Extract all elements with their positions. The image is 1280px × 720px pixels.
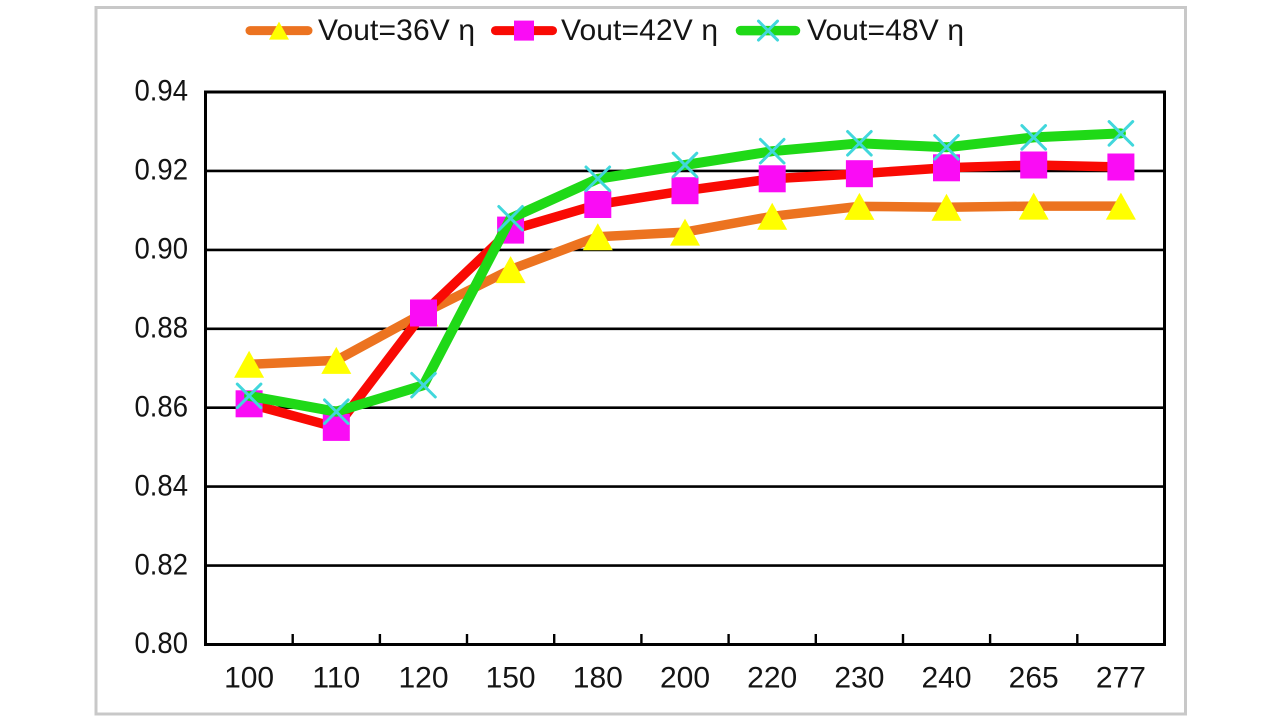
svg-text:180: 180: [573, 662, 623, 695]
svg-text:265: 265: [1009, 662, 1059, 695]
svg-text:240: 240: [921, 662, 971, 695]
svg-text:110: 110: [312, 662, 360, 695]
svg-text:277: 277: [1096, 662, 1146, 695]
svg-text:200: 200: [660, 662, 710, 695]
svg-text:0.88: 0.88: [135, 312, 189, 345]
svg-text:0.86: 0.86: [135, 390, 189, 423]
svg-text:0.92: 0.92: [135, 154, 189, 187]
svg-text:0.82: 0.82: [135, 548, 189, 581]
svg-text:Vout=36V η: Vout=36V η: [318, 14, 475, 47]
svg-text:220: 220: [747, 662, 797, 695]
svg-text:0.84: 0.84: [135, 469, 189, 502]
svg-text:150: 150: [486, 662, 536, 695]
svg-text:230: 230: [834, 662, 884, 695]
svg-text:0.80: 0.80: [135, 627, 189, 660]
svg-text:Vout=42V η: Vout=42V η: [561, 14, 718, 47]
svg-text:0.90: 0.90: [135, 233, 189, 266]
svg-text:Vout=48V η: Vout=48V η: [807, 14, 964, 47]
svg-text:120: 120: [398, 662, 448, 695]
svg-text:0.94: 0.94: [135, 75, 189, 108]
svg-text:100: 100: [224, 662, 274, 695]
